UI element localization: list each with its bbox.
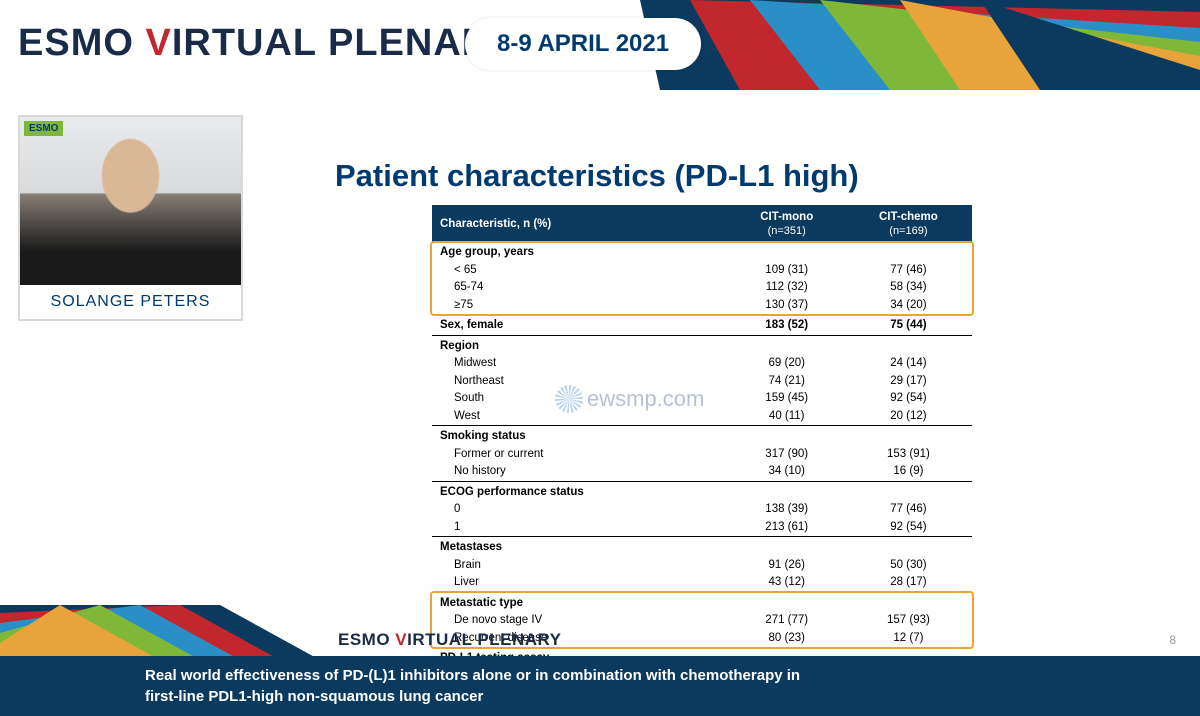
caption-text: Real world effectiveness of PD-(L)1 inhi… — [145, 665, 800, 707]
page-number: 8 — [1169, 633, 1176, 647]
watermark-icon — [555, 385, 583, 413]
speaker-photo: ESMO — [20, 117, 241, 285]
speaker-box: ESMO SOLANGE PETERS — [18, 115, 243, 321]
table-row: Former or current317 (90)153 (91) — [432, 446, 972, 464]
table-row: Sex, female183 (52)75 (44) — [432, 315, 972, 336]
table-row: 65-74112 (32)58 (34) — [432, 279, 972, 297]
table-row: Liver43 (12)28 (17) — [432, 574, 972, 592]
table-section-head: Metastatic type — [432, 592, 972, 612]
table-row: ≥75130 (37)34 (20) — [432, 297, 972, 315]
footer-brand: ESMO VIRTUAL PLENARY — [338, 630, 561, 650]
brand-rest: IRTUAL PLENARY — [172, 22, 515, 64]
brand-title: ESMO VIRTUAL PLENARY — [18, 22, 515, 65]
col-header-chemo: CIT-chemo(n=169) — [845, 205, 972, 242]
table-section-head: Smoking status — [432, 426, 972, 446]
table-row: No history34 (10)16 (9) — [432, 463, 972, 481]
table-row: < 65109 (31)77 (46) — [432, 262, 972, 280]
table-section-head: ECOG performance status — [432, 481, 972, 501]
slide-title: Patient characteristics (PD-L1 high) — [335, 158, 859, 194]
brand-prefix: ESMO — [18, 22, 145, 64]
table-section-head: Age group, years — [432, 242, 972, 262]
table-row: 1213 (61)92 (54) — [432, 519, 972, 537]
table-row: De novo stage IV271 (77)157 (93) — [432, 612, 972, 630]
watermark-text: ewsmp.com — [587, 386, 704, 412]
col-header-mono: CIT-mono(n=351) — [729, 205, 845, 242]
table-row: 0138 (39)77 (46) — [432, 501, 972, 519]
top-banner: ESMO VIRTUAL PLENARY 8-9 APRIL 2021 — [0, 0, 1200, 90]
table-section-head: Region — [432, 335, 972, 355]
caption-bar: Real world effectiveness of PD-(L)1 inhi… — [0, 656, 1200, 716]
footer-stripes — [0, 605, 320, 660]
characteristics-table: Characteristic, n (%) CIT-mono(n=351) CI… — [432, 205, 972, 682]
watermark: ewsmp.com — [555, 385, 704, 413]
speaker-name: SOLANGE PETERS — [20, 285, 241, 319]
table-header-row: Characteristic, n (%) CIT-mono(n=351) CI… — [432, 205, 972, 242]
slide-container: ESMO VIRTUAL PLENARY 8-9 APRIL 2021 ESMO… — [0, 0, 1200, 682]
table-row: Brain91 (26)50 (30) — [432, 557, 972, 575]
table-row: Midwest69 (20)24 (14) — [432, 355, 972, 373]
date-pill: 8-9 APRIL 2021 — [465, 18, 701, 70]
brand-v: V — [145, 22, 171, 64]
table-section-head: Metastases — [432, 537, 972, 557]
col-header-characteristic: Characteristic, n (%) — [432, 205, 729, 242]
speaker-tag: ESMO — [24, 121, 63, 136]
